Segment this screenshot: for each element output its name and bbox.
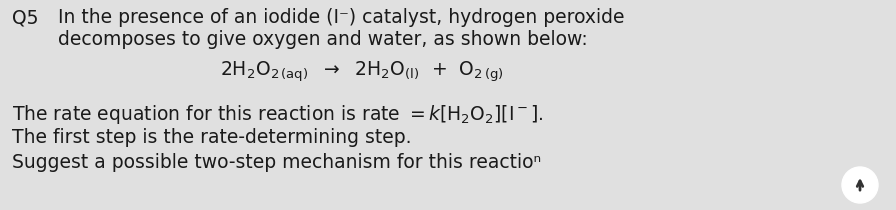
Text: In the presence of an iodide (I⁻) catalyst, hydrogen peroxide: In the presence of an iodide (I⁻) cataly…	[58, 8, 625, 27]
Text: Q5: Q5	[12, 8, 39, 27]
Text: Suggest a possible two-step mechanism for this reactioⁿ: Suggest a possible two-step mechanism fo…	[12, 153, 541, 172]
Circle shape	[842, 167, 878, 203]
Text: $\mathsf{2H_2O_{2\,(aq)}}$  $\mathsf{\rightarrow}$  $\mathsf{2H_2O_{(l)}}$  $\ma: $\mathsf{2H_2O_{2\,(aq)}}$ $\mathsf{\rig…	[220, 60, 504, 84]
Text: The first step is the rate-determining step.: The first step is the rate-determining s…	[12, 128, 411, 147]
Text: The rate equation for this reaction is rate $= k[\mathrm{H_2O_2}][\mathrm{I^-}]$: The rate equation for this reaction is r…	[12, 103, 544, 126]
Text: decomposes to give oxygen and water, as shown below:: decomposes to give oxygen and water, as …	[58, 30, 588, 49]
